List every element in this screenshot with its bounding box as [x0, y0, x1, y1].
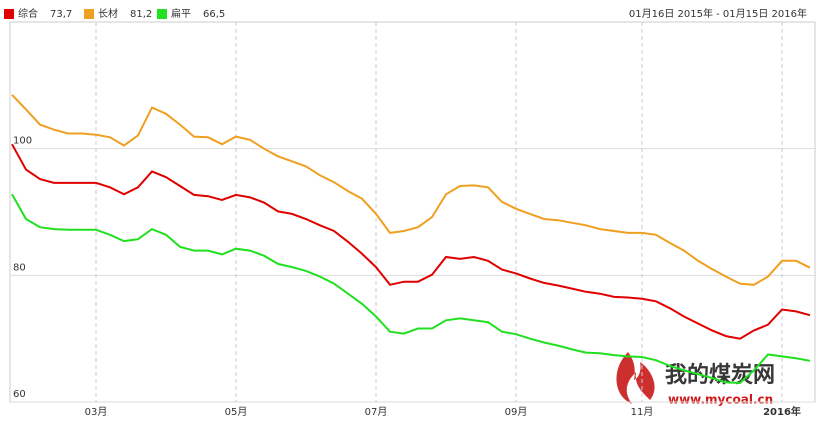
legend-swatch [4, 9, 14, 19]
legend-swatch [157, 9, 167, 19]
legend-item: 长材 81,2 [84, 7, 152, 20]
legend-value: 81,2 [130, 9, 152, 20]
legend-label: 扁平 [171, 7, 191, 20]
legend-item: 扁平 66,5 [157, 7, 225, 20]
watermark: 我的煤炭网 www.mycoal.cn [616, 352, 775, 407]
x-tick-label: 09月 [505, 406, 528, 418]
legend-item: 综合 73,7 [4, 7, 72, 20]
series-line [11, 94, 811, 286]
date-range: 01月16日 2015年 - 01月15日 2016年 [629, 7, 807, 20]
plot-frame [9, 21, 816, 403]
x-tick-label: 11月 [631, 406, 654, 418]
legend-swatch [84, 9, 94, 19]
legend-value: 66,5 [203, 9, 225, 20]
y-tick-label: 80 [13, 262, 26, 273]
y-tick-label: 100 [13, 136, 32, 147]
watermark-logo [616, 352, 655, 404]
x-tick-label: 2016年 [763, 405, 801, 418]
y-tick-label: 60 [13, 389, 26, 400]
x-tick-label: 07月 [365, 406, 388, 418]
legend-value: 73,7 [50, 9, 72, 20]
series-line [11, 143, 811, 340]
legend-label: 综合 [18, 7, 38, 20]
watermark-url: www.mycoal.cn [668, 393, 773, 407]
legend-label: 长材 [98, 7, 118, 20]
x-tick-label: 05月 [225, 406, 248, 418]
series-line [11, 193, 811, 385]
x-tick-label: 03月 [85, 406, 108, 418]
